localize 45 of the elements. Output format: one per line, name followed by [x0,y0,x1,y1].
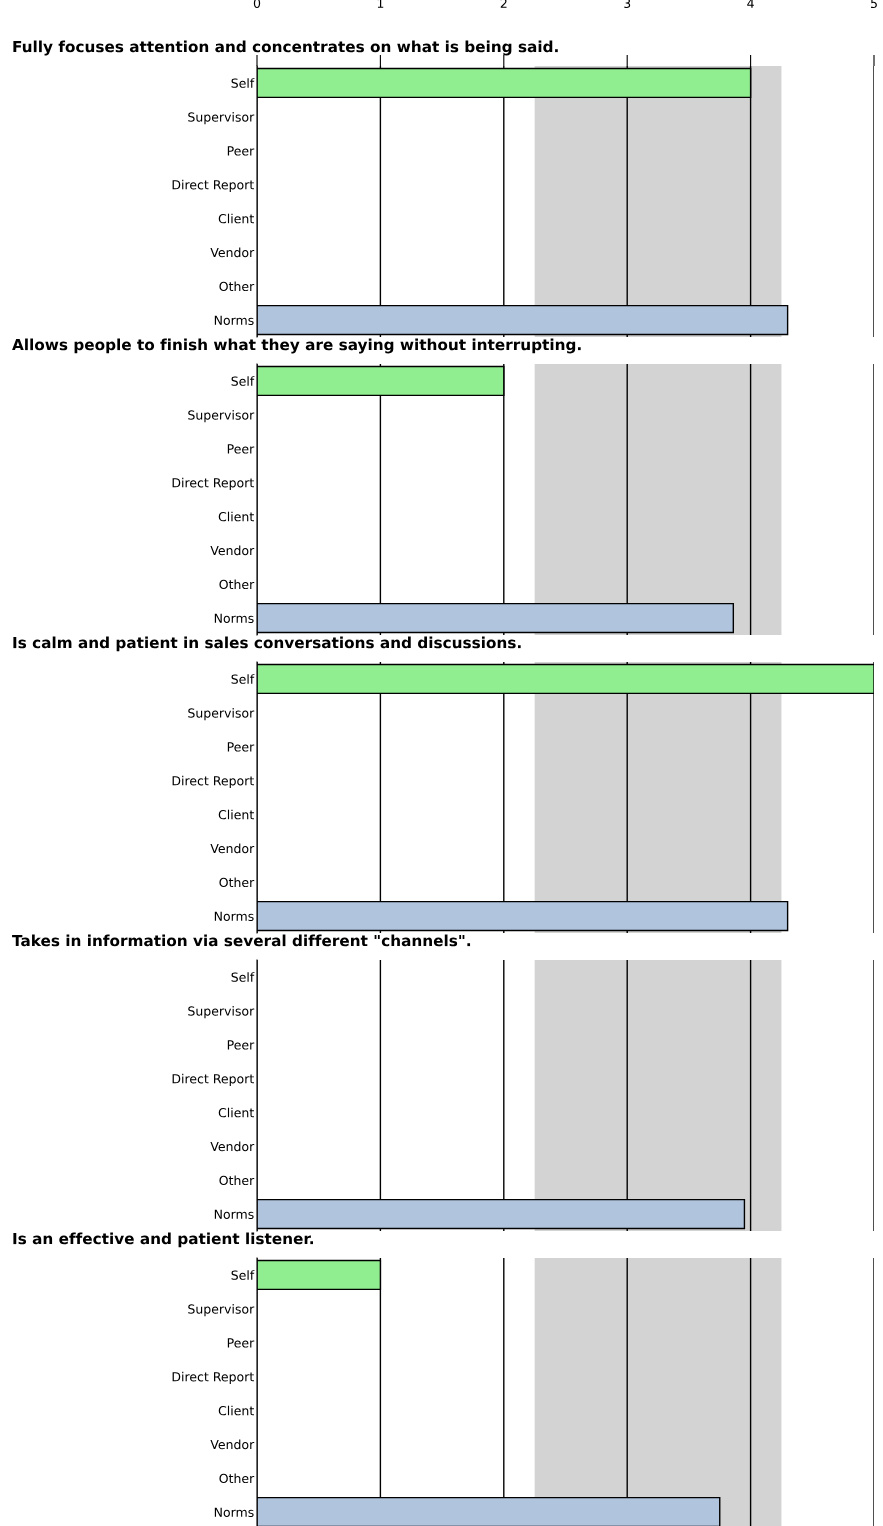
y-tick-label: Direct Report [172,179,254,192]
y-tick-label: Self [231,674,255,684]
y-tick-label: Supervisor [188,708,255,721]
y-tick-label: Self [231,972,255,982]
y-tick-label: Other [219,281,255,292]
y-tick-label: Peer [227,1338,255,1348]
y-tick-label: Vendor [210,843,255,854]
y-tick-label: Vendor [210,1141,255,1152]
y-tick-label: Vendor [210,247,255,258]
y-tick-label: Other [219,877,255,888]
y-tick-label: Client [218,511,254,522]
y-tick-label: Other [219,1473,255,1484]
y-tick-label: Self [231,1270,255,1280]
y-tick-label: Client [218,809,254,820]
y-tick-label: Peer [227,444,255,454]
y-tick-label: Norms [214,1507,254,1517]
chart-title: Takes in information via several different "channels". [12,934,471,947]
y-tick-label: Supervisor [188,410,255,423]
y-tick-label: Peer [227,742,255,752]
chart-title: Is an effective and patient listener. [13,1232,314,1248]
y-tick-label: Supervisor [188,1304,255,1317]
y-tick-label: Norms [214,315,254,325]
y-tick-label: Supervisor [188,1006,255,1019]
chart-title: Is calm and patient in sales conversations and discussions. [13,636,521,652]
y-tick-label: Direct Report [172,775,254,788]
y-tick-label: Norms [214,1209,254,1219]
y-tick-label: Supervisor [188,112,255,125]
y-tick-label: Norms [214,613,254,623]
chart-title: Fully focuses attention and concentrates on what is being said. [13,40,558,56]
y-tick-label: Direct Report [172,1371,254,1384]
y-tick-label: Peer [227,146,255,156]
y-tick-label: Client [218,1107,254,1118]
chart-title: Allows people to finish what they are saying without interrupting. [12,338,581,354]
y-tick-label: Self [231,78,255,88]
y-tick-label: Client [218,1405,254,1416]
y-tick-label: Norms [214,911,254,921]
y-tick-label: Other [219,579,255,590]
y-tick-label: Self [231,376,255,386]
y-tick-label: Direct Report [172,1073,254,1086]
y-tick-label: Vendor [210,1439,255,1450]
y-tick-label: Other [219,1175,255,1186]
y-tick-label: Peer [227,1040,255,1050]
y-tick-label: Client [218,213,254,224]
y-tick-label: Direct Report [172,477,254,490]
y-tick-label: Vendor [210,545,255,556]
